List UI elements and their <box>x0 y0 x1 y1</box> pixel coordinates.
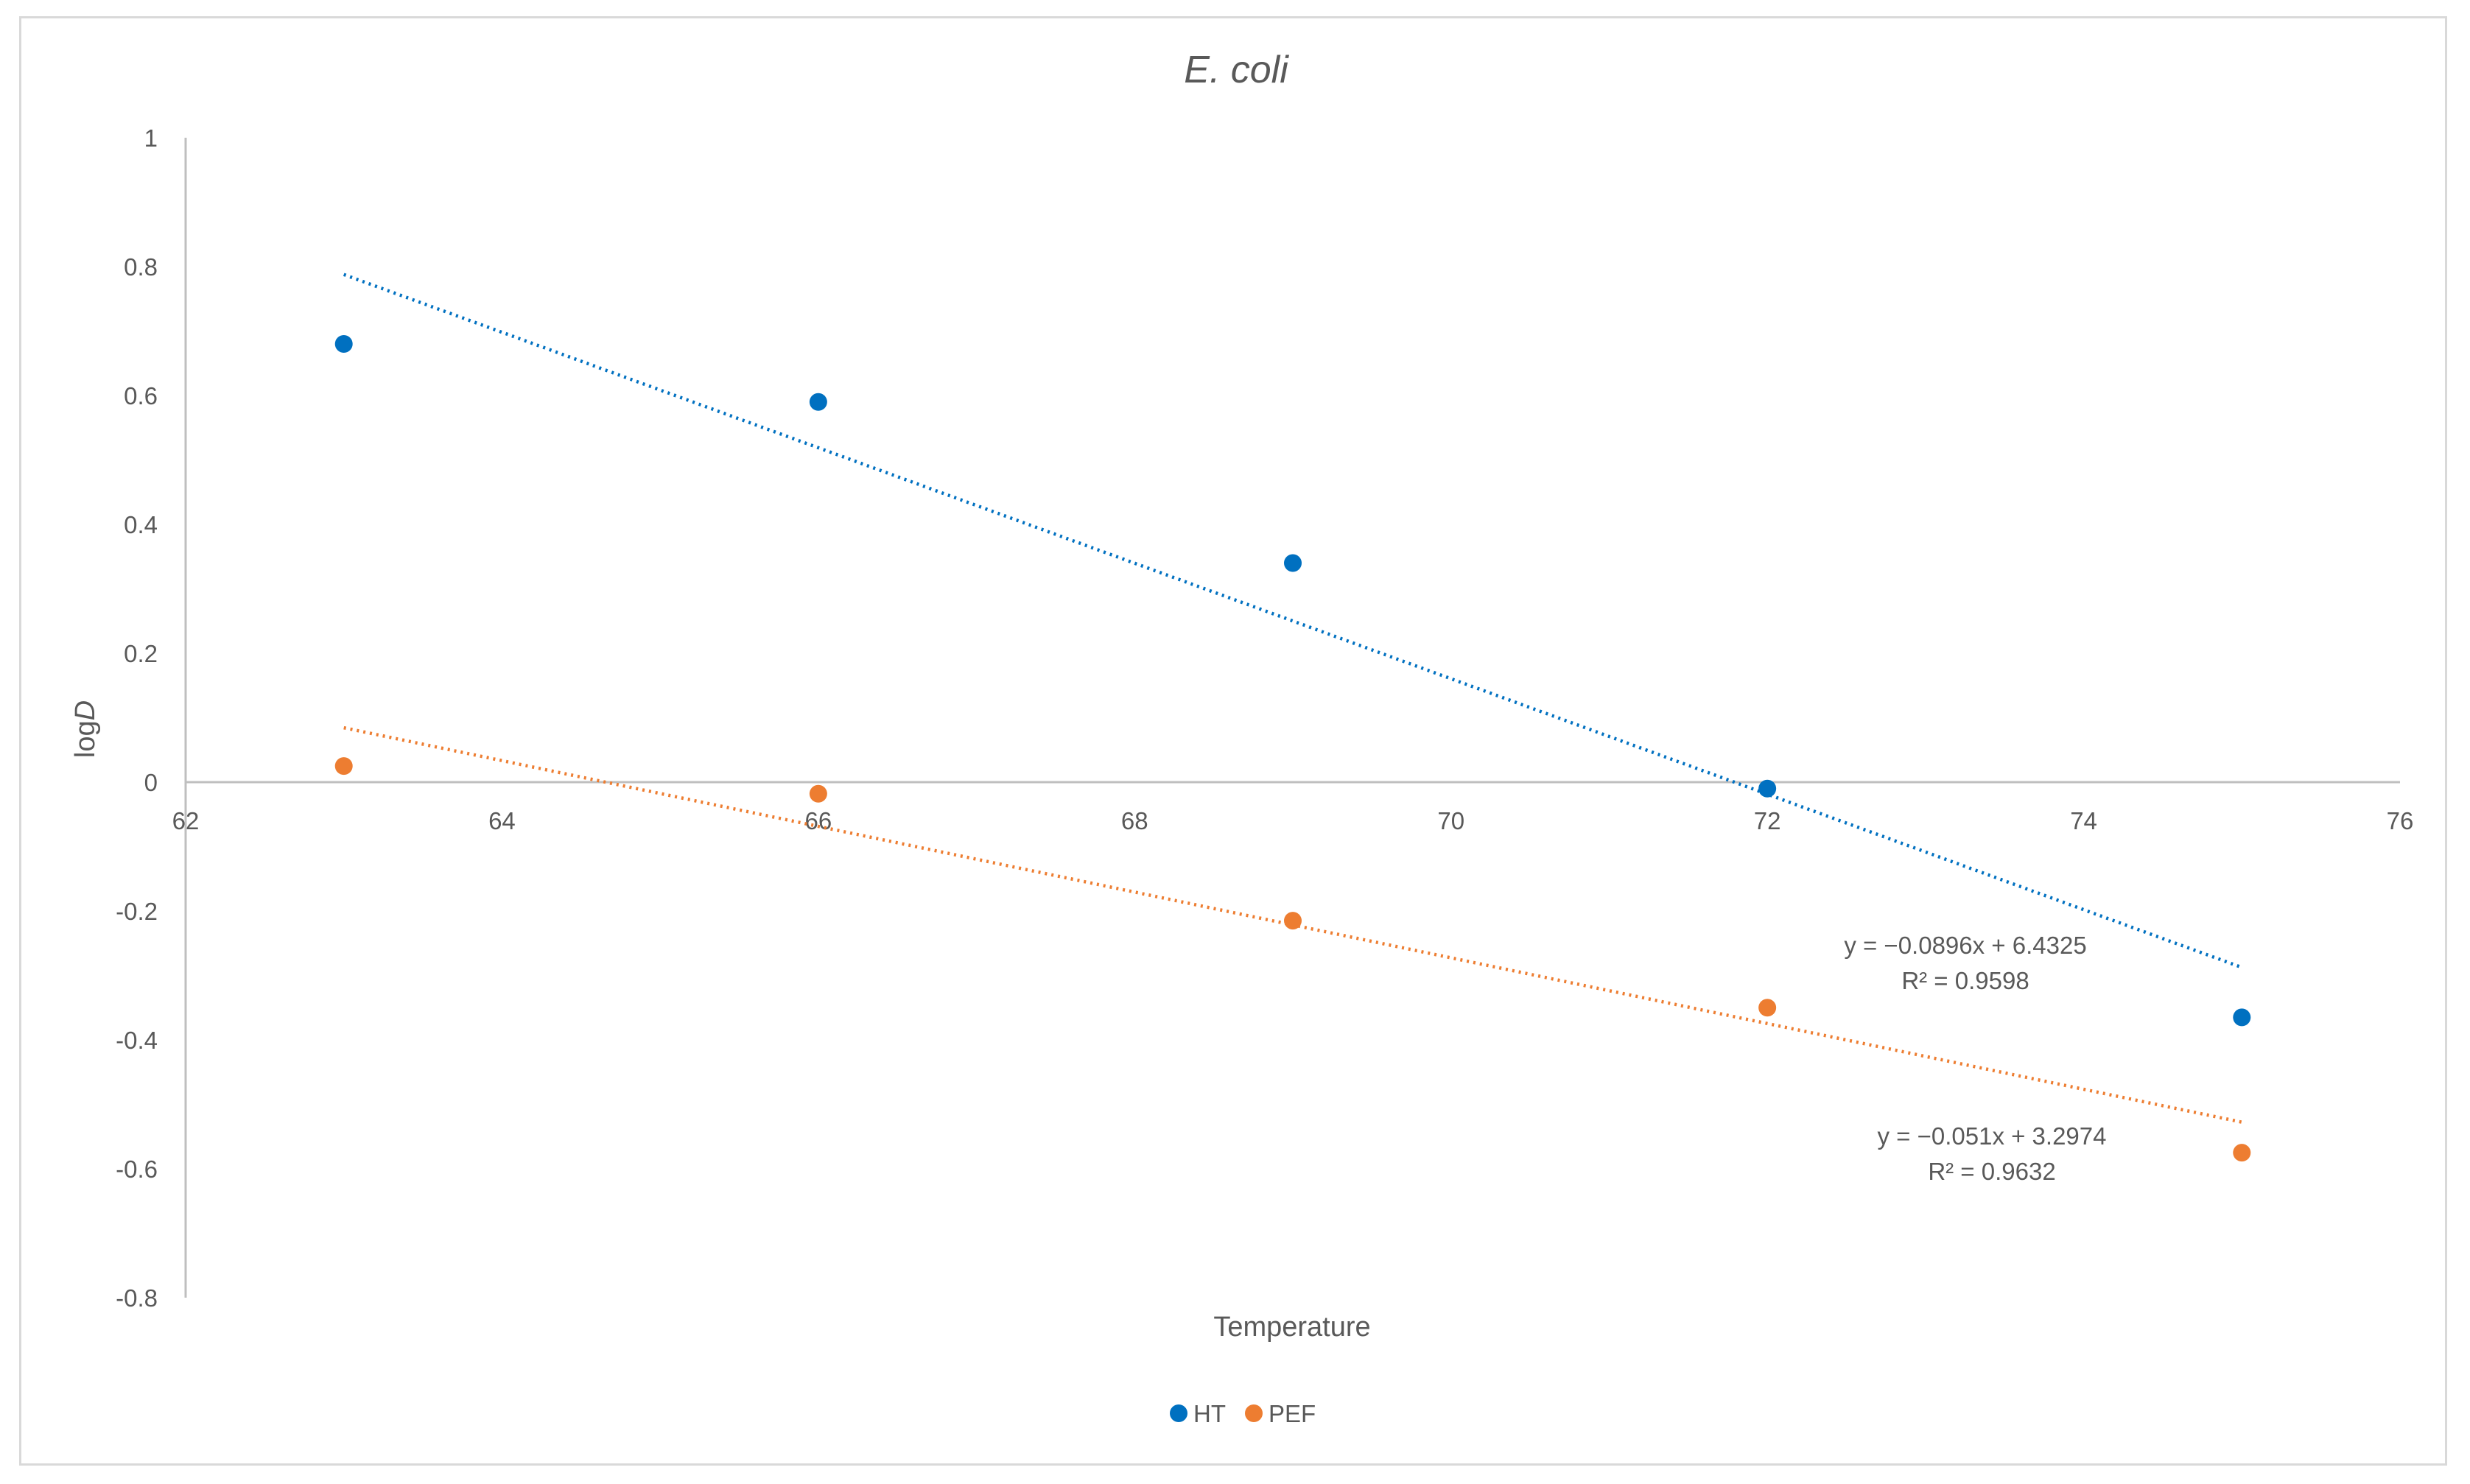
x-tick-label: 66 <box>804 807 832 834</box>
legend-marker-pef <box>1245 1404 1263 1422</box>
legend-marker-ht <box>1170 1404 1187 1422</box>
x-tick-label: 62 <box>172 807 200 834</box>
legend: HT PEF <box>1170 1400 1316 1427</box>
pef-data-point <box>2233 1144 2251 1162</box>
x-tick-label: 74 <box>2070 807 2097 834</box>
y-tick-label: 0.8 <box>124 253 158 281</box>
trendlines <box>343 272 2243 1124</box>
x-tick-label: 64 <box>488 807 516 834</box>
y-tick-label: 0.2 <box>124 640 158 667</box>
ht-trend-equation: y = −0.0896x + 6.4325 <box>1844 932 2086 959</box>
pef-trend-r2: R² = 0.9632 <box>1928 1158 2055 1185</box>
ht-data-point <box>1758 779 1777 798</box>
data-points <box>334 335 2251 1162</box>
y-axis-label: logD <box>70 700 101 758</box>
ht-trend-r2: R² = 0.9598 <box>1901 967 2029 994</box>
axes <box>184 138 2400 1298</box>
pef-trend-equation: y = −0.051x + 3.2974 <box>1877 1122 2106 1150</box>
x-tick-label: 68 <box>1121 807 1148 834</box>
pef-data-point <box>809 784 827 803</box>
chart-frame <box>19 16 2447 1466</box>
x-axis-label: Temperature <box>1213 1312 1370 1343</box>
x-tick-label: 70 <box>1437 807 1464 834</box>
x-axis-tick-labels: 62 64 66 68 70 72 74 76 <box>172 807 2414 834</box>
y-tick-label: 0.6 <box>124 382 158 409</box>
y-tick-label: 0.4 <box>124 511 158 538</box>
legend-label-pef: PEF <box>1269 1400 1316 1427</box>
y-tick-label: -0.6 <box>116 1156 158 1183</box>
ht-data-point <box>1284 554 1302 572</box>
y-axis-label-prefix: log <box>70 720 101 758</box>
x-tick-label: 76 <box>2387 807 2414 834</box>
y-axis-label-italic: D <box>70 700 101 720</box>
chart-title: E. coli <box>1184 49 1289 91</box>
x-tick-label: 72 <box>1754 807 1781 834</box>
y-axis-tick-labels: 1 0.8 0.6 0.4 0.2 0 -0.2 -0.4 -0.6 -0.8 <box>116 124 158 1312</box>
y-tick-label: 0 <box>144 769 158 796</box>
legend-label-ht: HT <box>1193 1400 1226 1427</box>
ht-data-point <box>809 393 827 411</box>
y-tick-label: -0.8 <box>116 1284 158 1312</box>
ht-data-point <box>2233 1008 2251 1027</box>
y-tick-label: -0.4 <box>116 1027 158 1054</box>
ht-data-point <box>334 335 353 353</box>
y-tick-label: -0.2 <box>116 898 158 925</box>
pef-data-point <box>1758 999 1777 1017</box>
pef-data-point <box>1284 912 1302 930</box>
pef-data-point <box>334 757 353 776</box>
y-tick-label: 1 <box>144 124 158 152</box>
ht-trendline <box>343 272 2243 969</box>
